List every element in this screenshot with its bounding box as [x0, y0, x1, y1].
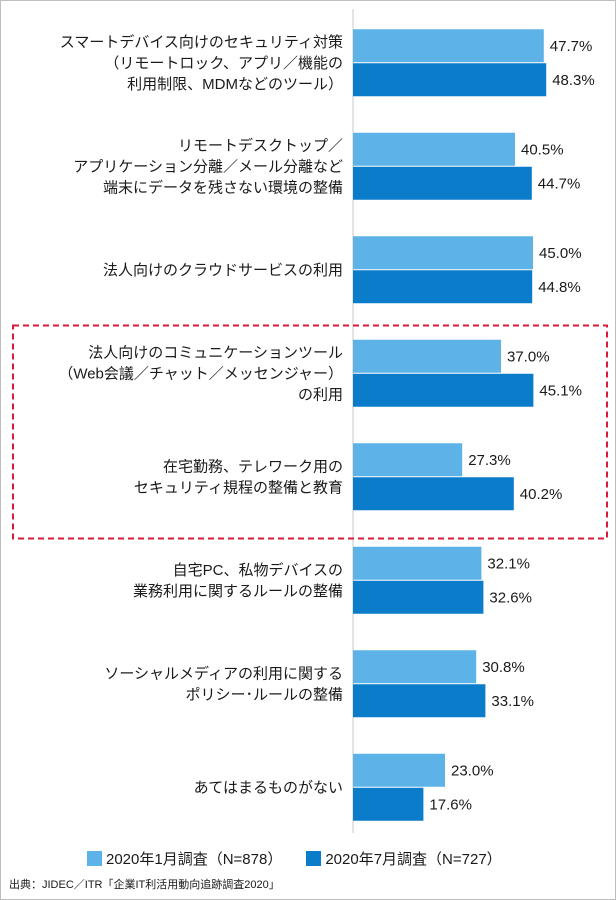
bar-series1	[353, 132, 515, 166]
bar-series1	[353, 236, 533, 270]
bar-chart: スマートデバイス向けのセキュリティ対策 （リモートロック、アプリ／機能の利用制限、…	[12, 9, 608, 833]
value-label: 27.3%	[468, 452, 511, 469]
category-label: リモートデスクトップ／	[178, 136, 343, 154]
category-label: （Web会議／チャット／メッセンジャー）	[58, 364, 343, 382]
category-label: 在宅勤務、テレワーク用の	[163, 458, 343, 475]
category-label: セキュリティ規程の整備と教育	[134, 479, 343, 496]
value-label: 48.3%	[552, 72, 595, 89]
bar-series1	[353, 546, 482, 580]
legend-label-series2: 2020年7月調査（N=727）	[325, 850, 502, 868]
category-label: 法人向けのコミュニケーションツール	[88, 344, 343, 361]
category-label: スマートデバイス向けのセキュリティ対策	[60, 33, 343, 51]
category-label: ポリシー･ルールの整備	[185, 686, 343, 703]
category-label: 自宅PC、私物デバイスの	[173, 561, 343, 579]
bar-series1	[353, 339, 501, 373]
bar-series2	[353, 166, 532, 200]
value-label: 45.1%	[539, 382, 582, 399]
bar-series1	[353, 650, 477, 684]
legend-label-series1: 2020年1月調査（N=878）	[106, 850, 283, 868]
value-label: 44.8%	[538, 279, 581, 296]
category-label: あてはまるものがない	[194, 779, 343, 796]
source-note: 出典：JIDEC／ITR「企業IT利活用動向追跡調査2020」	[9, 879, 280, 891]
bar-series2	[353, 63, 547, 97]
value-label: 44.7%	[538, 175, 581, 192]
legend-swatch-series2	[306, 850, 322, 866]
value-label: 40.2%	[520, 486, 563, 503]
category-label: ソーシャルメディアの利用に関する	[104, 664, 343, 682]
category-label: 端末にデータを残さない環境の整備	[103, 178, 343, 196]
value-label: 40.5%	[521, 141, 564, 158]
bar-series2	[353, 477, 514, 511]
bar-series2	[353, 787, 424, 821]
bar-series2	[353, 373, 534, 407]
bar-series1	[353, 443, 463, 477]
value-label: 23.0%	[451, 762, 494, 779]
category-label: の利用	[298, 386, 343, 403]
category-label: アプリケーション分離／メール分離など	[73, 157, 343, 175]
value-label: 45.0%	[539, 245, 582, 262]
legend-item-series2: 2020年7月調査（N=727）	[306, 848, 502, 869]
value-label: 37.0%	[507, 348, 550, 365]
bar-series2	[353, 270, 533, 304]
category-label: （リモートロック、アプリ／機能の	[104, 55, 343, 72]
value-label: 30.8%	[482, 659, 525, 676]
value-label: 33.1%	[491, 693, 534, 710]
bar-series2	[353, 580, 484, 614]
category-label: 利用制限、MDMなどのツール）	[127, 76, 343, 93]
value-label: 32.1%	[487, 555, 530, 572]
bar-series1	[353, 29, 544, 63]
highlight-box	[12, 324, 608, 540]
category-label: 法人向けのクラウドサービスの利用	[103, 262, 343, 279]
value-label: 47.7%	[550, 38, 593, 55]
legend: 2020年1月調査（N=878） 2020年7月調査（N=727）	[87, 847, 526, 869]
value-label: 17.6%	[429, 796, 472, 813]
bar-series2	[353, 684, 486, 718]
category-label: 業務利用に関するルールの整備	[133, 583, 343, 600]
legend-swatch-series1	[87, 850, 102, 866]
legend-item-series1: 2020年1月調査（N=878）	[87, 848, 282, 869]
bar-series1	[353, 753, 445, 787]
value-label: 32.6%	[489, 589, 532, 606]
